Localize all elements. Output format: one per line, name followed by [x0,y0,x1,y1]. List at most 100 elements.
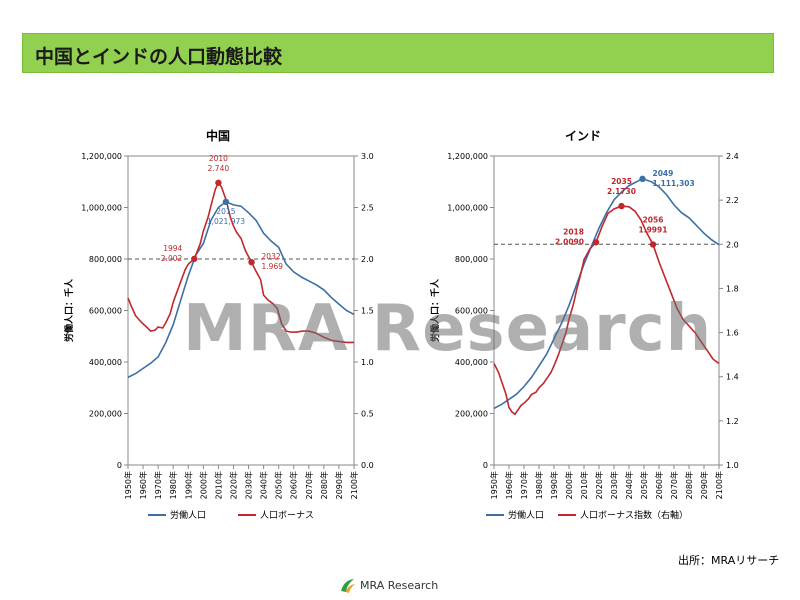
china-x-tick-label: 2020年 [228,471,238,499]
india-annotation-value: 1,111,303 [653,179,695,188]
china-x-tick-label: 2050年 [274,471,284,499]
china-y2-tick-label: 3.0 [361,152,374,161]
india-annotation-point [618,202,625,210]
china-annotation-year: 2010 [209,154,228,163]
china-y2-tick-label: 1.5 [361,307,374,316]
india-x-tick-label: 2040年 [624,471,634,499]
india-annotation-year: 2018 [563,227,584,236]
source-note: 出所：MRAリサーチ [678,554,780,567]
india-chart-title: インド [565,129,601,143]
india-y2-tick-label: 1.0 [726,461,739,470]
china-x-tick-label: 2010年 [213,471,223,499]
india-annotation-value: 2.1730 [607,187,636,196]
india-x-tick-label: 2050年 [639,471,649,499]
china-x-tick-label: 2090年 [334,471,344,499]
china-y-tick-label: 800,000 [89,255,122,264]
india-series-line-labor [493,177,720,410]
india-y2-tick-label: 2.2 [726,196,739,205]
india-x-tick-label: 2100年 [714,471,724,499]
india-x-tick-label: 2060年 [654,471,664,499]
china-x-tick-label: 1990年 [183,471,193,499]
china-legend-label: 労働人口 [170,509,206,521]
india-y-tick-label: 200,000 [455,410,488,419]
india-x-tick-label: 2030年 [609,471,619,499]
india-y2-tick-label: 2.0 [726,240,739,249]
china-x-tick-label: 2070年 [304,471,314,499]
china-x-tick-label: 2080年 [319,471,329,499]
india-y-axis-label: 労働人口：千人 [429,278,441,342]
china-x-tick-label: 1960年 [138,471,148,499]
china-x-tick-label: 2030年 [244,471,254,499]
china-annotation-value: 1.969 [262,262,284,271]
india-y2-tick-label: 1.2 [726,417,739,426]
india-annotation-value: 2.0090 [555,237,584,246]
china-x-tick-label: 2040年 [259,471,269,499]
india-legend-label: 人口ボーナス指数（右軸） [580,509,688,521]
watermark: MRA Research [183,292,713,366]
china-y-tick-label: 0 [117,461,122,470]
india-x-tick-label: 2020年 [594,471,604,499]
china-y-tick-label: 600,000 [89,307,122,316]
india-y-tick-label: 1,000,000 [447,204,488,213]
china-annotation-value: 1,021,973 [207,217,245,226]
india-x-tick-label: 2090年 [699,471,709,499]
china-series-line-bonus [127,181,354,344]
page-title-bar: 中国とインドの人口動態比較 [22,33,774,73]
india-y2-tick-label: 1.8 [726,284,739,293]
logo-icon [341,579,355,593]
china-y2-tick-label: 0.0 [361,461,374,470]
china-y-axis-label: 労働人口：千人 [63,278,75,342]
india-x-tick-label: 2000年 [564,471,574,499]
logo-text: MRA Research [360,579,439,592]
china-x-tick-label: 2000年 [198,471,208,499]
logo: MRA Research [338,576,458,596]
china-x-tick-label: 1970年 [153,471,163,499]
india-legend-label: 労働人口 [508,509,544,521]
india-series-line-bonus [493,205,720,416]
china-y-tick-label: 1,200,000 [81,152,122,161]
china-annotation-point [215,179,222,186]
india-y-tick-label: 1,200,000 [447,152,488,161]
china-y2-tick-label: 0.5 [361,410,374,419]
china-y-tick-label: 200,000 [89,410,122,419]
india-annotation-point [592,239,600,246]
china-annotation-value: 2.002 [161,254,183,263]
china-annotation-year: 2032 [262,252,281,261]
india-y-tick-label: 0 [483,461,488,470]
india-annotation-year: 2056 [643,215,664,224]
india-annotation-point [639,175,646,183]
china-x-tick-label: 2100年 [349,471,359,499]
india-y2-tick-label: 1.6 [726,329,739,338]
india-x-tick-label: 2070年 [669,471,679,499]
china-y-tick-label: 1,000,000 [81,204,122,213]
india-x-tick-label: 1960年 [504,471,514,499]
india-y2-tick-label: 2.4 [726,152,739,161]
india-y-tick-label: 600,000 [455,307,488,316]
china-legend-label: 人口ボーナス [260,510,314,521]
china-annotation-value: 2.740 [208,164,230,173]
china-y2-tick-label: 2.5 [361,204,374,213]
india-y2-tick-label: 1.4 [726,373,739,382]
india-y-tick-label: 400,000 [455,358,488,367]
india-x-tick-label: 1980年 [534,471,544,499]
india-x-tick-label: 1990年 [549,471,559,499]
china-x-tick-label: 1950年 [123,471,133,499]
china-y-tick-label: 400,000 [89,358,122,367]
page-title: 中国とインドの人口動態比較 [35,46,283,68]
china-annotation-point [248,258,255,266]
india-annotation-value: 1.9991 [639,225,668,234]
india-annotation-year: 2049 [653,169,674,178]
china-annotation-point [191,255,198,262]
india-y-tick-label: 800,000 [455,255,488,264]
china-y2-tick-label: 2.0 [361,255,374,264]
china-chart-title: 中国 [206,128,230,143]
india-x-tick-label: 2010年 [579,471,589,499]
india-x-tick-label: 1970年 [519,471,529,499]
china-x-tick-label: 2060年 [289,471,299,499]
china-annotation-year: 1994 [163,244,182,253]
china-annotation-point [222,198,230,206]
india-x-tick-label: 1950年 [489,471,499,499]
china-series-line-labor [127,200,355,379]
